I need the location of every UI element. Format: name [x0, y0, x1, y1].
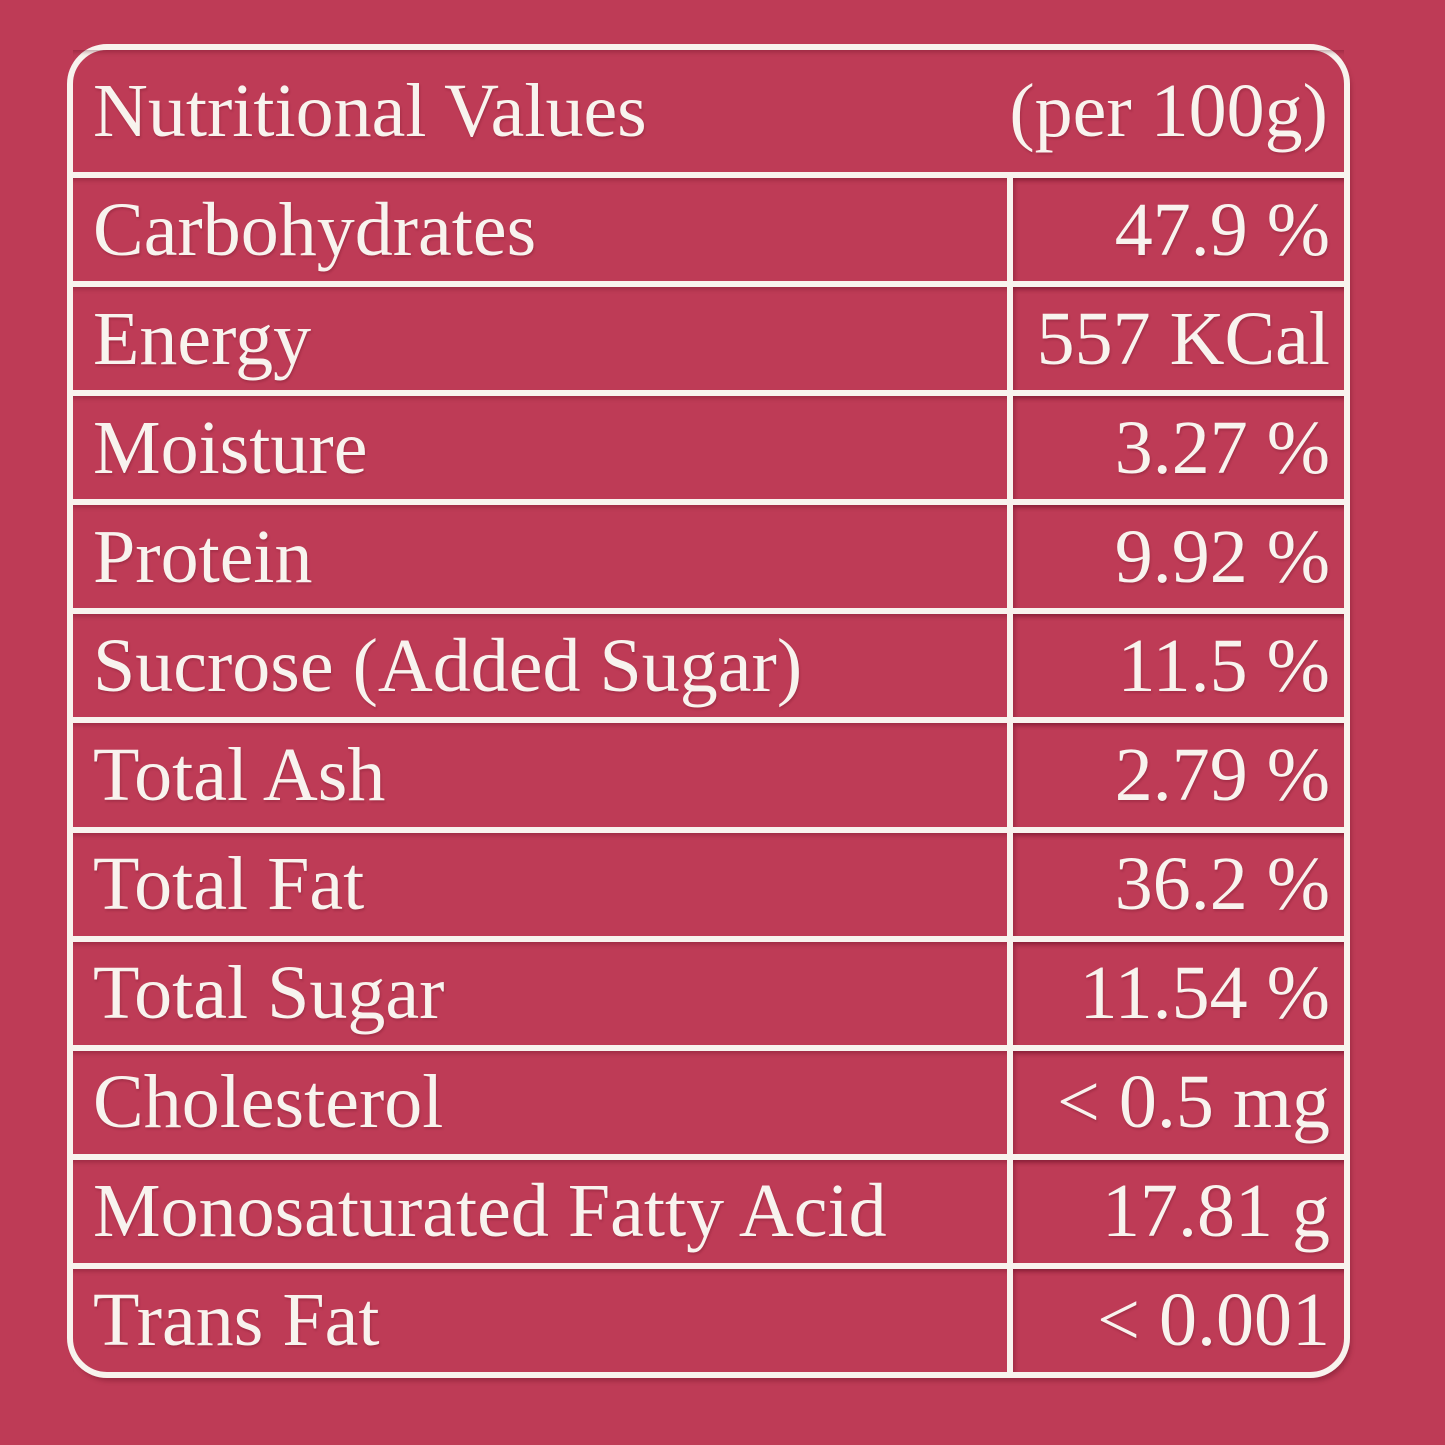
table-row: Trans Fat < 0.001 [73, 1262, 1344, 1372]
nutrient-value: 11.5 % [1117, 623, 1331, 708]
table-row: Energy 557 KCal [73, 281, 1344, 391]
nutrient-label-cell: Trans Fat [73, 1269, 1007, 1372]
serving-size-note: (per 100g) [1009, 69, 1328, 153]
nutrient-label: Total Fat [93, 842, 365, 927]
nutrient-value: 9.92 % [1114, 514, 1330, 599]
table-row: Cholesterol < 0.5 mg [73, 1044, 1344, 1154]
nutrient-label: Trans Fat [93, 1278, 380, 1363]
nutrient-value: 47.9 % [1114, 187, 1330, 272]
nutrient-label: Carbohydrates [93, 187, 537, 272]
nutrient-label-cell: Total Fat [73, 833, 1007, 936]
nutrient-label-cell: Energy [73, 287, 1007, 390]
nutrient-value-cell: 3.27 % [1007, 396, 1344, 500]
nutrient-value: 11.54 % [1079, 951, 1331, 1036]
nutrient-label-cell: Protein [73, 505, 1007, 608]
table-row: Moisture 3.27 % [73, 390, 1344, 500]
nutrient-value: < 0.5 mg [1057, 1060, 1330, 1145]
nutrient-value-cell: 17.81 g [1007, 1159, 1344, 1263]
nutrient-label-cell: Total Ash [73, 723, 1007, 826]
nutrient-value: 3.27 % [1114, 405, 1330, 490]
nutrient-value: 36.2 % [1114, 842, 1330, 927]
table-row: Carbohydrates 47.9 % [73, 172, 1344, 282]
nutrient-value-cell: < 0.001 [1007, 1268, 1344, 1372]
nutrient-label: Protein [93, 514, 313, 599]
nutrient-value-cell: 11.5 % [1007, 614, 1344, 718]
table-title: Nutritional Values [93, 69, 647, 153]
nutrient-label: Total Ash [93, 732, 386, 817]
nutrient-label: Sucrose (Added Sugar) [93, 623, 803, 708]
nutrient-label: Moisture [93, 405, 368, 490]
nutrient-value-cell: 47.9 % [1007, 178, 1344, 282]
nutrient-value-cell: 11.54 % [1007, 941, 1344, 1045]
table-row: Sucrose (Added Sugar) 11.5 % [73, 608, 1344, 718]
nutrition-table: Nutritional Values (per 100g) Carbohydra… [67, 44, 1350, 1378]
table-header-row: Nutritional Values (per 100g) [73, 50, 1344, 172]
nutrient-label: Cholesterol [93, 1060, 444, 1145]
nutrient-label-cell: Carbohydrates [73, 178, 1007, 281]
nutrient-value-cell: 36.2 % [1007, 832, 1344, 936]
nutrient-label-cell: Sucrose (Added Sugar) [73, 614, 1007, 717]
nutrient-label-cell: Total Sugar [73, 942, 1007, 1045]
nutrient-label-cell: Cholesterol [73, 1051, 1007, 1154]
nutrient-label: Energy [93, 296, 312, 381]
table-row: Protein 9.92 % [73, 499, 1344, 609]
nutrient-label: Monosaturated Fatty Acid [93, 1169, 887, 1254]
table-row: Total Sugar 11.54 % [73, 935, 1344, 1045]
nutrient-value: 2.79 % [1114, 732, 1330, 817]
nutrient-label-cell: Monosaturated Fatty Acid [73, 1160, 1007, 1263]
nutrient-value: < 0.001 [1097, 1278, 1330, 1363]
table-row: Monosaturated Fatty Acid 17.81 g [73, 1153, 1344, 1263]
nutrient-value: 17.81 g [1102, 1169, 1330, 1254]
nutrient-value-cell: 2.79 % [1007, 723, 1344, 827]
nutrient-value-cell: 9.92 % [1007, 505, 1344, 609]
nutrient-value-cell: 557 KCal [1007, 287, 1344, 391]
nutrient-value: 557 KCal [1036, 296, 1330, 381]
table-row: Total Fat 36.2 % [73, 826, 1344, 936]
nutrient-value-cell: < 0.5 mg [1007, 1050, 1344, 1154]
table-row: Total Ash 2.79 % [73, 717, 1344, 827]
nutrient-label: Total Sugar [93, 951, 445, 1036]
nutrient-label-cell: Moisture [73, 396, 1007, 499]
